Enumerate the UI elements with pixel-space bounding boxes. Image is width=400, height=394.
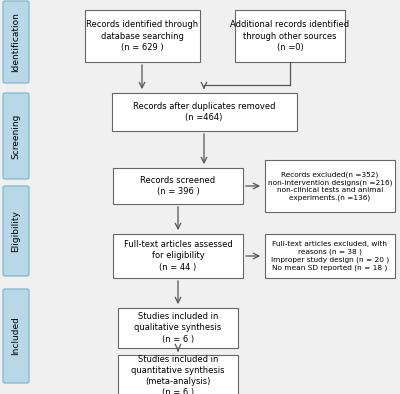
Bar	[113, 168, 243, 204]
Text: Records identified through
database searching
(n = 629 ): Records identified through database sear…	[86, 20, 198, 52]
Bar	[235, 10, 345, 62]
Text: Eligibility: Eligibility	[12, 210, 20, 252]
Text: Full-text articles excluded, with
reasons (n = 38 )
Improper study design (n = 2: Full-text articles excluded, with reason…	[271, 241, 389, 271]
Text: Additional records identified
through other sources
(n =0): Additional records identified through ot…	[230, 20, 350, 52]
Text: Studies included in
quantitative synthesis
(meta-analysis)
(n = 6 ): Studies included in quantitative synthes…	[131, 355, 225, 394]
Text: Records screened
(n = 396 ): Records screened (n = 396 )	[140, 176, 216, 196]
Text: Records after duplicates removed
(n =464): Records after duplicates removed (n =464…	[133, 102, 275, 122]
Bar	[112, 93, 296, 131]
Bar	[265, 160, 395, 212]
Bar	[118, 308, 238, 348]
Text: Included: Included	[12, 316, 20, 355]
Bar	[84, 10, 200, 62]
Text: Records excluded(n =352)
non-intervention designs(n =216)
non-clinical tests and: Records excluded(n =352) non-interventio…	[268, 171, 392, 201]
FancyBboxPatch shape	[3, 186, 29, 276]
Bar	[118, 355, 238, 394]
Text: Studies included in
qualitative synthesis
(n = 6 ): Studies included in qualitative synthesi…	[134, 312, 222, 344]
Text: Identification: Identification	[12, 12, 20, 72]
Text: Full-text articles assessed
for eligibility
(n = 44 ): Full-text articles assessed for eligibil…	[124, 240, 232, 271]
Text: Screening: Screening	[12, 113, 20, 159]
FancyBboxPatch shape	[3, 93, 29, 179]
FancyBboxPatch shape	[3, 289, 29, 383]
Bar	[113, 234, 243, 278]
Bar	[265, 234, 395, 278]
FancyBboxPatch shape	[3, 1, 29, 83]
